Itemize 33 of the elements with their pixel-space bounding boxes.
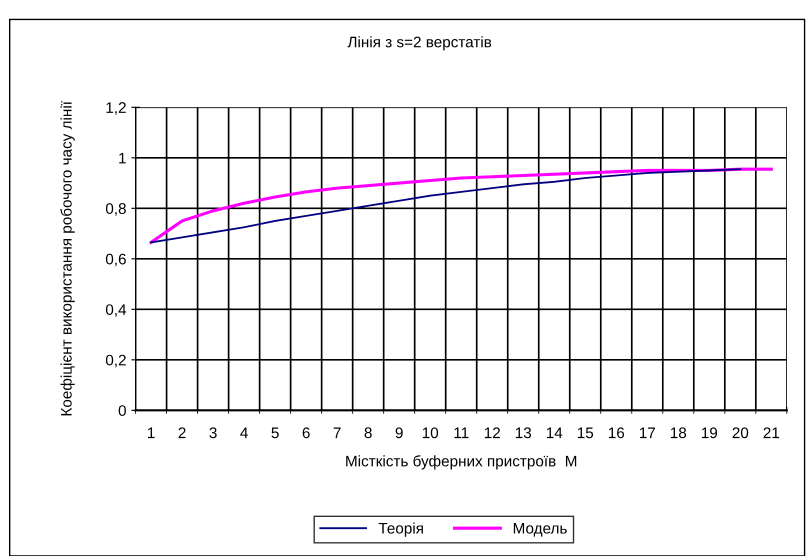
legend-label: Теорія bbox=[378, 522, 423, 537]
x-tick-label: 3 bbox=[209, 427, 217, 438]
x-tick-label: 1 bbox=[148, 428, 155, 438]
legend-label: Модель bbox=[514, 523, 567, 537]
x-tick-label: 2 bbox=[178, 427, 186, 438]
x-axis-title: Місткість буферних пристроїв М bbox=[346, 455, 576, 470]
x-tick-label: 6 bbox=[302, 427, 310, 438]
chart-title: Лінія з s=2 верстатів bbox=[348, 36, 492, 50]
x-tick-label: 8 bbox=[364, 427, 372, 438]
x-tick-label: 16 bbox=[608, 427, 624, 438]
y-tick-label: 0,6 bbox=[106, 254, 126, 266]
x-tick-label: 7 bbox=[334, 428, 341, 438]
y-tick-label: 1,2 bbox=[106, 102, 126, 115]
x-tick-label: 11 bbox=[454, 428, 468, 438]
x-tick-label: 15 bbox=[578, 428, 594, 438]
x-tick-label: 12 bbox=[484, 427, 500, 438]
x-tick-label: 17 bbox=[640, 428, 655, 438]
x-tick-label: 18 bbox=[670, 427, 686, 438]
y-axis-title: Коефіцієнт використання робочого часу лінії bbox=[60, 101, 75, 416]
y-tick-label: 0,8 bbox=[106, 203, 126, 216]
x-tick-label: 9 bbox=[396, 427, 403, 438]
x-tick-label: 5 bbox=[271, 428, 279, 438]
y-tick-label: 0,4 bbox=[106, 304, 126, 317]
x-tick-label: 20 bbox=[732, 427, 748, 438]
x-tick-label: 10 bbox=[422, 427, 438, 438]
x-tick-label: 13 bbox=[516, 427, 532, 438]
y-tick-label: 0,2 bbox=[106, 354, 126, 368]
x-tick-label: 21 bbox=[764, 427, 780, 438]
x-tick-label: 19 bbox=[702, 427, 718, 438]
x-tick-label: 14 bbox=[546, 428, 562, 438]
x-tick-label: 4 bbox=[240, 428, 248, 438]
y-tick-label: 1 bbox=[119, 152, 126, 164]
y-tick-label: 0 bbox=[118, 405, 126, 416]
